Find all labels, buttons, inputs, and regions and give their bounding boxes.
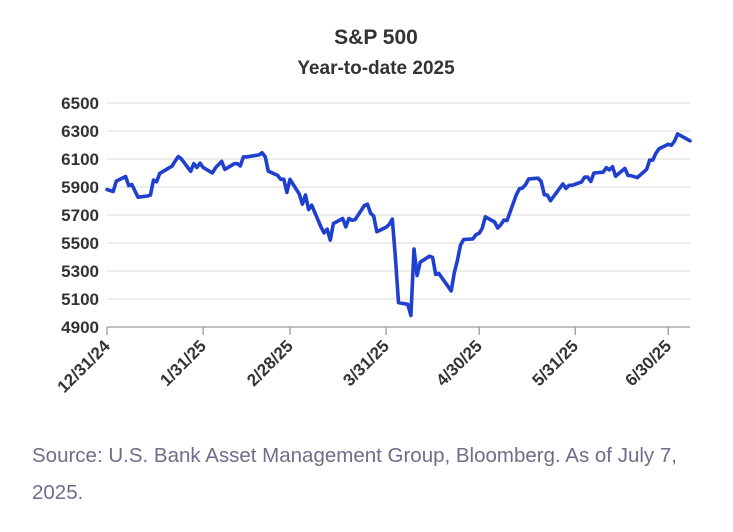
plot-area bbox=[105, 132, 692, 318]
y-tick-label: 6100 bbox=[61, 150, 99, 169]
y-tick-label: 5900 bbox=[61, 178, 99, 197]
chart-title: S&P 500 bbox=[334, 26, 418, 49]
y-tick-label: 6300 bbox=[61, 122, 99, 141]
x-tick-label: 3/31/25 bbox=[339, 336, 393, 390]
x-axis: 12/31/24 1/31/25 2/28/25 3/31/25 4/30/25 5/31… bbox=[54, 327, 676, 397]
y-tick-label: 5300 bbox=[61, 262, 99, 281]
x-tick-label: 1/31/25 bbox=[156, 336, 210, 390]
y-tick-label: 5500 bbox=[61, 234, 99, 253]
sp500-chart: S&P 500 Year-to-date 2025 6500 6300 6100 59… bbox=[54, 26, 692, 397]
x-tick-label: 4/30/25 bbox=[432, 336, 486, 390]
x-tick-label: 6/30/25 bbox=[622, 336, 676, 390]
x-tick-label: 5/31/25 bbox=[529, 336, 583, 390]
gridlines bbox=[107, 102, 690, 328]
y-tick-label: 5700 bbox=[61, 206, 99, 225]
source-note: Source: U.S. Bank Asset Management Group… bbox=[32, 444, 677, 504]
x-tick-label: 2/28/25 bbox=[243, 336, 297, 390]
y-tick-label: 5100 bbox=[61, 290, 99, 309]
x-tick-label: 12/31/24 bbox=[54, 336, 115, 397]
y-axis-ticks: 6500 6300 6100 5900 5700 5500 5300 5100 4900 bbox=[61, 94, 99, 337]
y-tick-label: 6500 bbox=[61, 94, 99, 113]
y-tick-label: 4900 bbox=[61, 318, 99, 337]
series-line bbox=[105, 132, 692, 318]
chart-subtitle: Year-to-date 2025 bbox=[297, 58, 455, 79]
